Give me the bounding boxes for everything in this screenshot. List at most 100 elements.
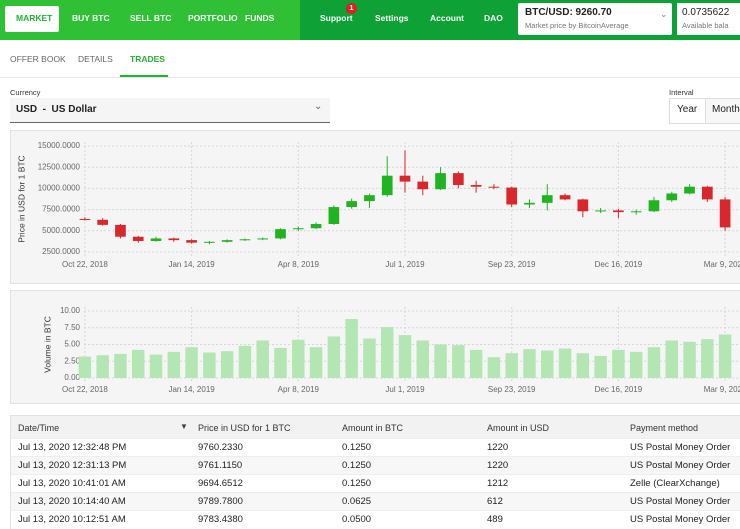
candle-body (204, 241, 215, 243)
tab[interactable]: DETAILS (78, 54, 113, 64)
y-tick-label: 2.50 (64, 356, 80, 365)
candle-body (364, 195, 375, 202)
column-header: Amount in BTC (342, 423, 404, 433)
y-tick-label: 10.00 (60, 306, 81, 315)
candle-body (239, 239, 251, 241)
x-tick-label: Oct 22, 2018 (62, 260, 108, 269)
candle-body (399, 175, 411, 182)
table-cell: Zelle (ClearXchange) (630, 478, 720, 489)
interval-option: Year (677, 104, 698, 115)
x-tick-label: Dec 16, 2019 (595, 385, 643, 394)
bar (434, 344, 447, 378)
bar (452, 345, 465, 378)
bar (238, 345, 252, 378)
bar (647, 347, 661, 378)
dropdown-chevron: ⌄ (660, 9, 668, 19)
nav-item[interactable]: DAO (484, 13, 503, 23)
nav-item[interactable]: FUNDS (245, 13, 275, 23)
bar (416, 340, 430, 378)
sort-arrow[interactable]: ▼ (180, 422, 188, 431)
table-cell: Jul 13, 2020 12:32:48 PM (18, 442, 127, 453)
bar (398, 335, 412, 378)
table-cell: US Postal Money Order (630, 460, 731, 471)
bar (629, 351, 643, 378)
table-row (11, 456, 740, 475)
price-box[interactable] (518, 3, 672, 35)
nav-item[interactable]: Settings (375, 13, 409, 23)
column-header: Price in USD for 1 BTC (198, 423, 291, 433)
table-cell: 9761.1150 (198, 460, 243, 471)
candle-body (435, 173, 446, 190)
candle-body (381, 175, 393, 196)
bar (505, 353, 518, 378)
nav-item[interactable]: Support (320, 13, 353, 23)
table-cell: 1212 (487, 478, 509, 489)
bar (96, 355, 109, 378)
table-cell: US Postal Money Order (630, 442, 731, 453)
bar (309, 347, 323, 378)
trades-table (10, 415, 740, 529)
candle-body (453, 173, 464, 186)
interval-year[interactable] (669, 98, 707, 124)
y-tick-label: 0.00 (64, 373, 80, 382)
tab[interactable]: OFFER BOOK (10, 54, 66, 64)
price-source: Market price by BitcoinAverage (525, 21, 629, 30)
candle-body (328, 207, 340, 225)
table-cell: 9783.4380 (198, 514, 243, 525)
balance-box: 0.0735622 Available bala (677, 3, 740, 35)
x-tick-label: Mar 9, 2020 (704, 385, 740, 394)
select-chevron: ⌄ (314, 101, 323, 112)
candle-body (310, 224, 322, 229)
column-header: Amount in USD (487, 423, 550, 433)
candle-body (524, 202, 535, 205)
tab[interactable]: TRADES (130, 54, 165, 64)
nav-item[interactable]: SELL BTC (130, 13, 172, 23)
bar (167, 351, 181, 378)
candle-body (186, 240, 197, 243)
candle-body (666, 193, 678, 201)
y-tick-label: 7.50 (64, 323, 80, 332)
table-cell: 9789.7800 (198, 496, 243, 507)
table-cell: Jul 13, 2020 12:31:13 PM (18, 460, 127, 471)
table-header (11, 416, 740, 438)
table-cell: Jul 13, 2020 10:14:40 AM (18, 496, 126, 507)
bar (327, 336, 341, 378)
candle-body (684, 186, 695, 194)
table-cell: 0.1250 (342, 478, 372, 489)
candle-body (541, 195, 553, 203)
bar (612, 349, 625, 378)
nav-selected (5, 6, 59, 32)
bar (558, 348, 572, 378)
candle-body (275, 229, 286, 239)
candle-body (701, 186, 713, 200)
tab-indicator (120, 75, 168, 77)
candle-body (115, 224, 126, 237)
candle-body (630, 211, 642, 213)
candle-body (150, 238, 162, 241)
interval-month[interactable] (705, 98, 740, 124)
price-ticker: BTC/USD: 9260.70 (525, 7, 612, 18)
column-header: Payment method (630, 423, 699, 433)
candle-body (577, 199, 589, 212)
bar (469, 349, 483, 378)
support-badge: 1 (346, 3, 357, 14)
nav-item[interactable]: PORTFOLIO (188, 13, 238, 23)
candle-body (292, 228, 304, 230)
y-tick-label: 5.00 (64, 340, 80, 349)
bar (78, 356, 92, 378)
x-tick-label: Apr 8, 2019 (278, 260, 320, 269)
candle-body (488, 186, 500, 188)
table-cell: 489 (487, 514, 503, 525)
nav-item[interactable]: MARKET (16, 13, 53, 23)
x-tick-label: Sep 23, 2019 (488, 385, 536, 394)
nav-item[interactable]: BUY BTC (72, 13, 110, 23)
currency-select[interactable] (10, 98, 330, 123)
table-row (11, 438, 740, 457)
candle-body (506, 187, 518, 205)
table-cell: 0.1250 (342, 460, 372, 471)
x-tick-label: Jan 14, 2019 (168, 385, 215, 394)
bar (363, 338, 376, 378)
table-cell: 0.0500 (342, 514, 372, 525)
nav-item[interactable]: Account (430, 13, 464, 23)
